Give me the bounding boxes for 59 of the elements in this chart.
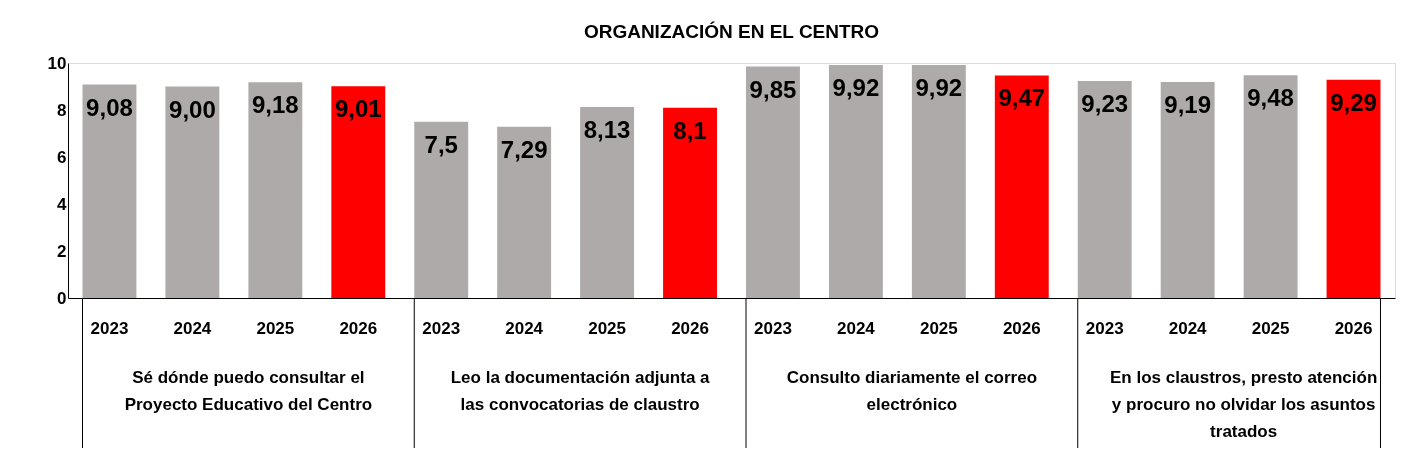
y-tick-label: 6 xyxy=(57,147,67,167)
x-tick-label: 2023 xyxy=(422,318,461,338)
data-label: 9,08 xyxy=(86,93,133,121)
y-tick-label: 0 xyxy=(57,288,67,308)
x-tick-label: 2025 xyxy=(256,318,295,338)
chart-title: ORGANIZACIÓN EN EL CENTRO xyxy=(583,21,880,42)
bar xyxy=(1326,79,1381,298)
data-label: 9,00 xyxy=(169,95,216,123)
x-tick-label: 2023 xyxy=(1085,318,1124,338)
data-label: 9,23 xyxy=(1081,90,1129,118)
x-tick-label: 2023 xyxy=(90,318,129,338)
data-label: 9,18 xyxy=(251,91,299,119)
bar xyxy=(828,64,883,298)
data-label: 9,92 xyxy=(832,73,880,101)
x-tick-label: 2025 xyxy=(588,318,627,338)
bar xyxy=(331,86,386,298)
data-label: 9,85 xyxy=(749,75,797,103)
bar xyxy=(165,86,220,298)
data-label: 9,47 xyxy=(998,84,1046,112)
bar xyxy=(994,75,1049,298)
x-tick-label: 2026 xyxy=(1334,318,1373,338)
bar xyxy=(580,106,635,298)
text: Leo la documentación adjunta a las convocatorias de claustro xyxy=(450,368,711,414)
y-tick-label: 2 xyxy=(57,241,67,261)
x-tick-label: 2024 xyxy=(836,318,876,338)
x-tick-label: 2024 xyxy=(173,318,212,338)
text: En los claustros, presto atención y procuro no olvidar los asuntos tratados xyxy=(1109,368,1378,441)
data-label: 9,48 xyxy=(1247,84,1294,112)
bar xyxy=(1160,82,1215,298)
bar xyxy=(746,66,800,298)
x-tick-label: 2025 xyxy=(1251,318,1290,338)
data-label: 7,29 xyxy=(500,135,548,163)
bar xyxy=(497,126,552,298)
data-label: 8,13 xyxy=(583,115,631,143)
bar xyxy=(911,64,966,298)
data-label: 9,92 xyxy=(915,73,963,101)
data-label: 7,5 xyxy=(424,130,458,158)
x-tick-label: 2026 xyxy=(1002,318,1041,338)
text: Sé dónde puedo consultar el Proyecto Educativo del Centro xyxy=(124,368,373,414)
x-tick-label: 2026 xyxy=(671,318,709,338)
bar xyxy=(663,107,717,298)
bar xyxy=(248,82,303,298)
bar xyxy=(1077,81,1132,298)
y-tick-label: 4 xyxy=(57,194,68,214)
x-tick-label: 2025 xyxy=(919,318,958,338)
bar xyxy=(1243,75,1298,298)
x-tick-label: 2024 xyxy=(505,318,544,338)
x-tick-label: 2026 xyxy=(339,318,378,338)
text: Consulto diariamente el correo electrónico xyxy=(786,368,1038,414)
data-label: 9,19 xyxy=(1164,91,1212,119)
x-tick-label: 2024 xyxy=(1168,318,1208,338)
data-label: 8,1 xyxy=(673,116,707,144)
bar xyxy=(414,121,469,298)
data-label: 9,01 xyxy=(334,95,382,123)
x-tick-label: 2023 xyxy=(754,318,792,338)
bar xyxy=(82,84,137,298)
data-label: 9,29 xyxy=(1330,88,1377,116)
y-tick-label: 8 xyxy=(57,100,67,120)
y-tick-label: 10 xyxy=(47,53,67,73)
